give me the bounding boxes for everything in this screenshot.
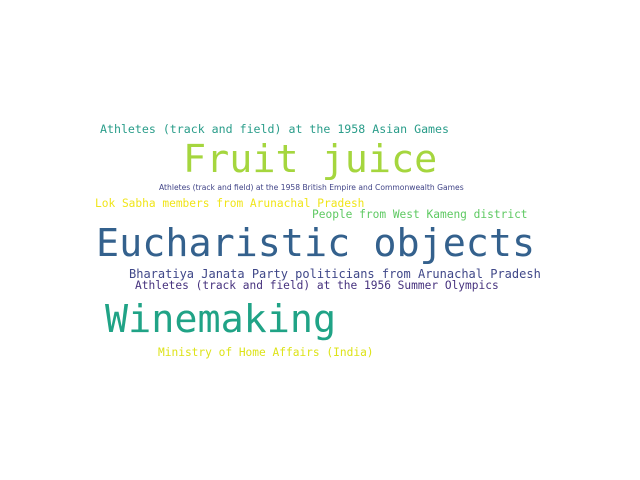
word-athletes-1958-commonwealth-games: Athletes (track and field) at the 1958 B… (159, 183, 464, 192)
word-west-kameng-district: People from West Kameng district (312, 208, 528, 221)
word-bjp-politicians: Bharatiya Janata Party politicians from … (129, 267, 541, 281)
word-fruit-juice: Fruit juice (183, 137, 438, 182)
word-athletes-1956-olympics: Athletes (track and field) at the 1956 S… (135, 279, 499, 292)
word-ministry-home-affairs: Ministry of Home Affairs (India) (158, 346, 374, 359)
word-winemaking: Winemaking (105, 297, 337, 342)
word-athletes-1958-asian-games: Athletes (track and field) at the 1958 A… (100, 122, 450, 136)
word-lok-sabha-members: Lok Sabha members from Arunachal Pradesh (95, 197, 365, 210)
word-eucharistic-objects: Eucharistic objects (96, 221, 536, 266)
